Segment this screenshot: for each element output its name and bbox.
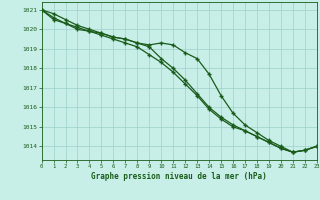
X-axis label: Graphe pression niveau de la mer (hPa): Graphe pression niveau de la mer (hPa)	[91, 172, 267, 181]
